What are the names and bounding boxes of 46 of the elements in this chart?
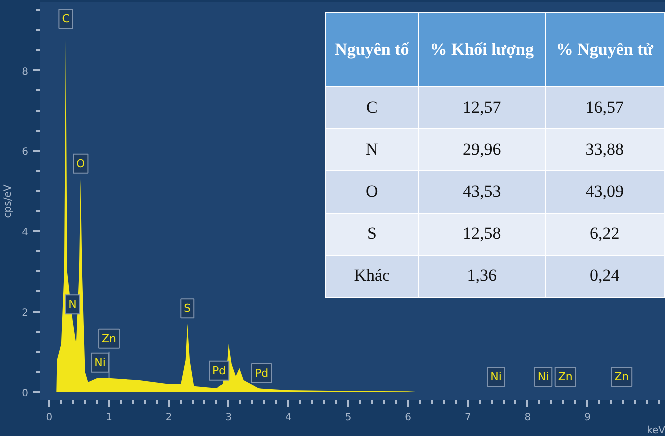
data-label: 12,57 (418, 86, 546, 129)
y-tick-label: 2 (22, 308, 29, 320)
category-label: S (326, 213, 419, 256)
y-axis-title: cps/eV (3, 184, 14, 218)
series-label: % Nguyên tử (545, 12, 664, 86)
x-tick-label: 3 (226, 412, 232, 424)
annotation: N (68, 298, 77, 312)
annotation: Pd (254, 366, 269, 380)
x-tick-label: 1 (106, 412, 112, 424)
data-label: 33,88 (545, 128, 664, 171)
data-label: 6,22 (545, 213, 664, 256)
y-tick-label: 0 (22, 388, 29, 400)
y-tick-label: 8 (22, 66, 29, 78)
data-label: 29,96 (418, 128, 546, 171)
x-tick-label: 5 (345, 412, 352, 424)
annotation: Pd (212, 364, 226, 378)
category-label: O (326, 170, 419, 214)
annotation: Ni (94, 356, 106, 370)
annotation: O (76, 157, 86, 170)
data-label: 0,24 (545, 255, 664, 298)
annotation: Zn (558, 370, 573, 384)
data-label: 12,58 (418, 213, 546, 256)
data-label: 1,36 (418, 255, 546, 298)
x-tick-label: 6 (405, 412, 412, 424)
category-label: C (326, 86, 419, 129)
x-tick-label: 2 (166, 412, 172, 424)
annotation: Zn (614, 370, 630, 384)
category-label: N (326, 128, 419, 171)
annotation: Zn (102, 332, 117, 346)
data-label: 16,57 (545, 86, 664, 129)
data-label: 43,53 (418, 170, 546, 214)
x-tick-label: 7 (464, 412, 472, 424)
x-tick-label: 9 (584, 412, 591, 424)
x-tick-label: 8 (524, 412, 532, 424)
y-tick-label: 6 (22, 147, 29, 158)
text: Nguyên tố (326, 12, 419, 86)
category-label: Khác (326, 255, 419, 298)
series-label: % Khối lượng (418, 12, 546, 86)
x-tick-label: 4 (286, 412, 292, 424)
data-label: 43,09 (545, 170, 664, 214)
annotation: Ni (490, 370, 502, 384)
x-tick-label: 0 (46, 412, 53, 424)
annotation: C (62, 12, 70, 26)
y-tick-label: 4 (22, 228, 29, 239)
annotation: Ni (538, 370, 550, 384)
annotation: S (184, 302, 192, 316)
